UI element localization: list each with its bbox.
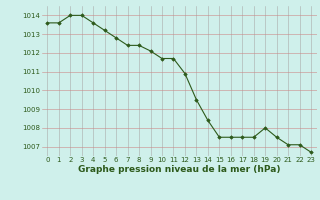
X-axis label: Graphe pression niveau de la mer (hPa): Graphe pression niveau de la mer (hPa)	[78, 165, 280, 174]
